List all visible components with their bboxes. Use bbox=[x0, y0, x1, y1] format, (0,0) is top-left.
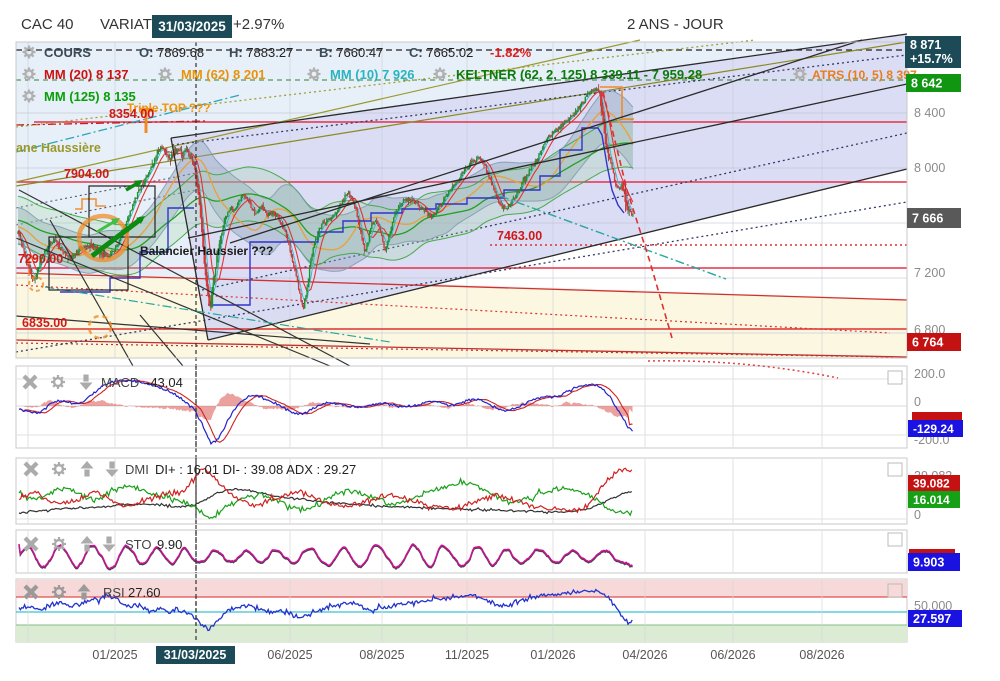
svg-text:04/2026: 04/2026 bbox=[622, 648, 667, 662]
svg-text:27.60: 27.60 bbox=[128, 585, 161, 600]
svg-text:DMI: DMI bbox=[125, 462, 149, 477]
svg-text:O: 7869.68: O: 7869.68 bbox=[139, 45, 204, 60]
svg-text:0: 0 bbox=[914, 395, 921, 409]
svg-text:27.597: 27.597 bbox=[913, 612, 951, 626]
svg-text:06/2025: 06/2025 bbox=[267, 648, 312, 662]
svg-text:-43.04: -43.04 bbox=[146, 375, 183, 390]
svg-text:200.0: 200.0 bbox=[914, 367, 945, 381]
svg-text:7 666: 7 666 bbox=[912, 212, 943, 226]
svg-text:+15.7%: +15.7% bbox=[910, 52, 953, 66]
svg-text:MM (62) 8 201: MM (62) 8 201 bbox=[181, 67, 266, 82]
svg-text:8 871: 8 871 bbox=[910, 38, 941, 52]
svg-text:MM (125) 8 135: MM (125) 8 135 bbox=[44, 89, 136, 104]
svg-text:-129.24: -129.24 bbox=[913, 422, 954, 436]
svg-text:08/2026: 08/2026 bbox=[799, 648, 844, 662]
svg-text:COURS: COURS bbox=[44, 45, 91, 60]
svg-text:Triple TOP ???: Triple TOP ??? bbox=[127, 101, 210, 115]
svg-text:MACD: MACD bbox=[101, 375, 139, 390]
svg-text:8 400: 8 400 bbox=[914, 106, 945, 120]
svg-text:DI+ : 16.01 DI- : 39.08 ADX :: DI+ : 16.01 DI- : 39.08 ADX : 29.27 bbox=[155, 462, 356, 477]
svg-text:MM (10) 7 926: MM (10) 7 926 bbox=[330, 67, 415, 82]
svg-text:ATRS (10, 5) 8 397: ATRS (10, 5) 8 397 bbox=[812, 68, 917, 82]
svg-text:50.000: 50.000 bbox=[914, 599, 952, 613]
svg-text:6 764: 6 764 bbox=[912, 336, 943, 350]
svg-text:9.903: 9.903 bbox=[913, 556, 944, 570]
svg-text:01/2026: 01/2026 bbox=[530, 648, 575, 662]
svg-text:2 ANS - JOUR: 2 ANS - JOUR bbox=[627, 16, 724, 33]
svg-text:7463.00: 7463.00 bbox=[497, 229, 542, 243]
svg-text:08/2025: 08/2025 bbox=[359, 648, 404, 662]
svg-text:7 200: 7 200 bbox=[914, 266, 945, 280]
svg-text:RSI: RSI bbox=[103, 585, 125, 600]
svg-text:+2.97%: +2.97% bbox=[233, 16, 284, 33]
svg-text:31/03/2025: 31/03/2025 bbox=[164, 648, 227, 662]
svg-text:7290.00: 7290.00 bbox=[18, 252, 63, 266]
svg-text:6835.00: 6835.00 bbox=[22, 316, 67, 330]
svg-text:31/03/2025: 31/03/2025 bbox=[158, 19, 226, 34]
svg-text:MM (20) 8 137: MM (20) 8 137 bbox=[44, 67, 129, 82]
svg-text:8 642: 8 642 bbox=[911, 77, 942, 91]
svg-text:KELTNER (62, 2, 125) 8 339.11: KELTNER (62, 2, 125) 8 339.11 - 7 959.28 bbox=[456, 67, 702, 82]
svg-text:-1.82%: -1.82% bbox=[490, 45, 532, 60]
svg-text:01/2025: 01/2025 bbox=[92, 648, 137, 662]
svg-text:9.90: 9.90 bbox=[157, 537, 182, 552]
svg-text:C: 7665.02: C: 7665.02 bbox=[409, 45, 473, 60]
svg-text:H: 7883.27: H: 7883.27 bbox=[229, 45, 293, 60]
svg-text:39.082: 39.082 bbox=[913, 477, 950, 491]
svg-text:06/2026: 06/2026 bbox=[710, 648, 755, 662]
svg-text:STO: STO bbox=[125, 537, 152, 552]
svg-text:CAC 40: CAC 40 bbox=[21, 16, 74, 33]
svg-text:0: 0 bbox=[914, 508, 921, 522]
svg-text:16.014: 16.014 bbox=[913, 493, 950, 507]
svg-text:7904.00: 7904.00 bbox=[64, 167, 109, 181]
svg-text:11/2025: 11/2025 bbox=[445, 648, 489, 662]
svg-text:Balancier Haussier ???: Balancier Haussier ??? bbox=[140, 244, 273, 258]
svg-text:B: 7660.47: B: 7660.47 bbox=[319, 45, 383, 60]
svg-text:ane Haussière: ane Haussière bbox=[16, 141, 101, 155]
svg-text:8354.00: 8354.00 bbox=[109, 107, 154, 121]
svg-text:8 000: 8 000 bbox=[914, 161, 945, 175]
